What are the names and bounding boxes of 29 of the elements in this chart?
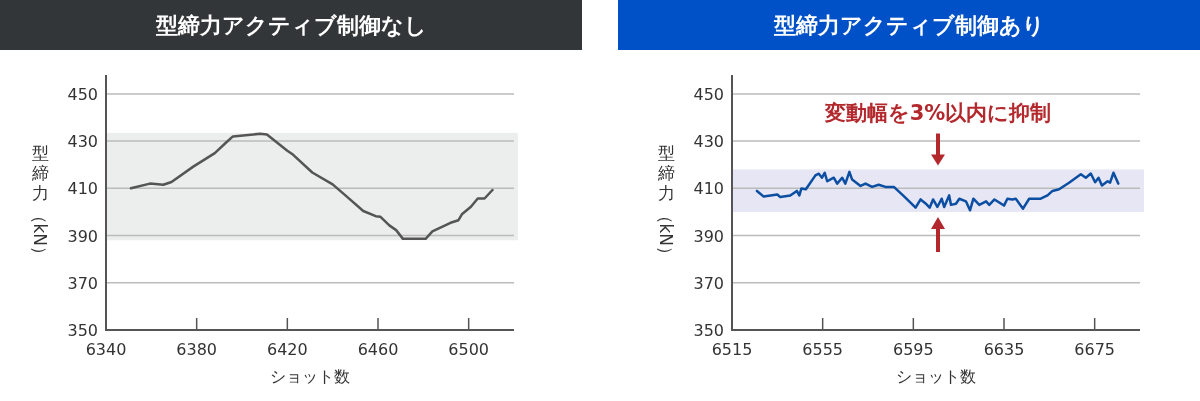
y-axis-title: 型締力（kN） <box>30 142 50 264</box>
y-tick-label: 410 <box>67 179 98 199</box>
x-tick-label: 6675 <box>1074 340 1116 359</box>
x-axis-title: ショット数 <box>270 367 350 386</box>
y-tick-label: 390 <box>67 226 98 246</box>
x-tick-label: 6515 <box>711 340 753 359</box>
x-axis-title: ショット数 <box>896 367 976 386</box>
chart-title: 型締力アクティブ制御あり <box>772 13 1045 38</box>
y-tick-label: 430 <box>693 132 724 152</box>
y-tick-label: 370 <box>67 273 98 293</box>
x-tick-label: 6340 <box>85 340 127 359</box>
y-tick-label: 410 <box>693 179 724 199</box>
x-tick-label: 6595 <box>892 340 934 359</box>
x-tick-label: 6380 <box>176 340 218 359</box>
y-tick-label: 390 <box>693 226 724 246</box>
y-tick-label: 430 <box>67 132 98 152</box>
y-axis-title: 型締力（kN） <box>656 142 676 264</box>
x-tick-label: 6460 <box>357 340 399 359</box>
chart-title: 型締力アクティブ制御なし <box>154 13 427 38</box>
y-tick-label: 450 <box>67 84 98 104</box>
y-tick-label: 370 <box>693 273 724 293</box>
y-tick-label: 450 <box>693 84 724 104</box>
y-tick-label: 350 <box>67 321 98 340</box>
band-label: 変動幅を3%以内に抑制 <box>823 101 1052 125</box>
x-tick-label: 6420 <box>266 340 308 359</box>
y-tick-label: 350 <box>693 321 724 340</box>
x-tick-label: 6555 <box>802 340 844 359</box>
x-tick-label: 6500 <box>448 340 490 359</box>
x-tick-label: 6635 <box>983 340 1025 359</box>
